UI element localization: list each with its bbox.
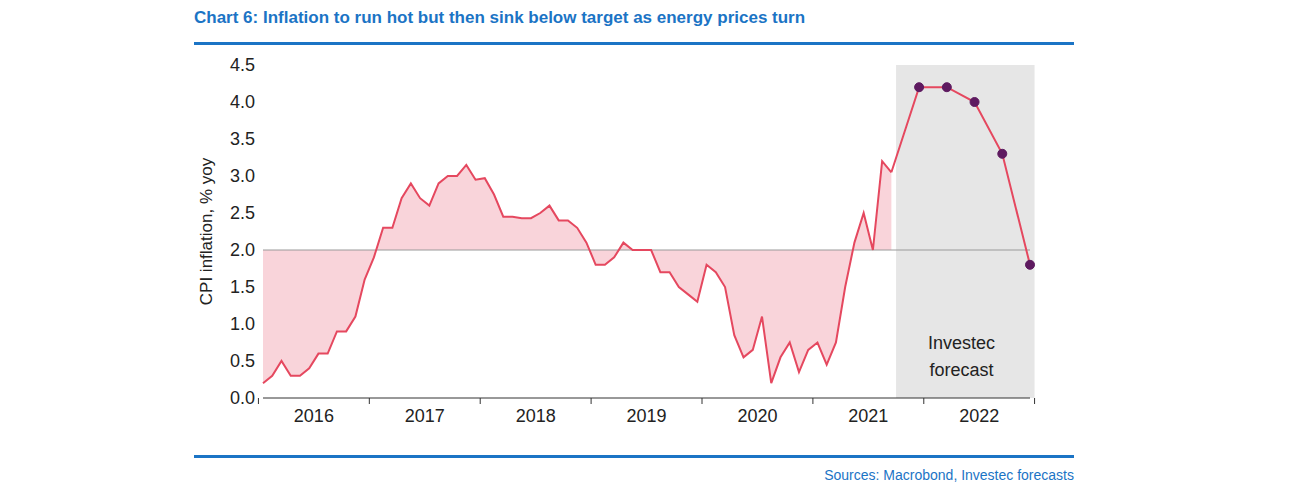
svg-text:2.0: 2.0 xyxy=(230,240,255,260)
svg-text:0.0: 0.0 xyxy=(230,388,255,408)
html-text:Investec forecast: Investec forecast xyxy=(928,333,995,380)
svg-text:2022: 2022 xyxy=(959,406,999,426)
svg-text:3.0: 3.0 xyxy=(230,166,255,186)
svg-text:3.5: 3.5 xyxy=(230,129,255,149)
svg-text:2018: 2018 xyxy=(516,406,556,426)
svg-text:4.0: 4.0 xyxy=(230,92,255,112)
svg-text:2.5: 2.5 xyxy=(230,203,255,223)
html-text:Chart 6: Inflation to run hot: Chart 6: Inflation to run hot but then s… xyxy=(194,8,806,27)
svg-text:1.5: 1.5 xyxy=(230,277,255,297)
svg-text:2021: 2021 xyxy=(848,406,888,426)
svg-text:2017: 2017 xyxy=(405,406,445,426)
svg-text:2016: 2016 xyxy=(294,406,334,426)
svg-text:CPI inflation, % yoy: CPI inflation, % yoy xyxy=(197,157,216,305)
svg-text:2020: 2020 xyxy=(737,406,777,426)
svg-text:1.0: 1.0 xyxy=(230,314,255,334)
svg-text:0.5: 0.5 xyxy=(230,351,255,371)
html-text:Sources: Macrobond, Investec f: Sources: Macrobond, Investec forecasts xyxy=(824,467,1074,483)
svg-text:2019: 2019 xyxy=(627,406,667,426)
svg-text:4.5: 4.5 xyxy=(230,55,255,75)
